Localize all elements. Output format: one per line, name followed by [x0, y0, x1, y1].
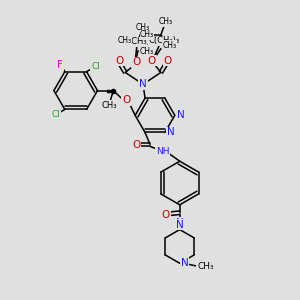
Text: CH₃: CH₃: [197, 262, 214, 271]
Text: N: N: [176, 220, 184, 230]
Text: C(CH₃)₃: C(CH₃)₃: [122, 37, 154, 46]
Text: O: O: [164, 56, 172, 65]
Text: N: N: [139, 79, 147, 89]
Text: O: O: [162, 210, 170, 220]
Text: O: O: [122, 95, 130, 105]
Text: CH₃: CH₃: [159, 17, 173, 26]
Text: O: O: [132, 58, 140, 68]
Text: N: N: [176, 218, 184, 228]
Text: CH₃: CH₃: [140, 30, 154, 39]
Text: O: O: [148, 56, 156, 65]
Text: C(CH₃)₃: C(CH₃)₃: [148, 36, 179, 45]
Text: N: N: [181, 258, 189, 268]
Text: CH₃: CH₃: [102, 101, 117, 110]
Text: F: F: [57, 60, 63, 70]
Text: O: O: [132, 140, 140, 150]
Text: N: N: [177, 110, 184, 120]
Text: CH₃: CH₃: [163, 41, 177, 50]
Text: Cl: Cl: [91, 62, 100, 71]
Text: O: O: [115, 56, 123, 65]
Text: NH: NH: [156, 147, 169, 156]
Text: Cl: Cl: [51, 110, 60, 119]
Text: N: N: [167, 128, 175, 137]
Text: CH₃: CH₃: [136, 23, 150, 32]
Text: CH₃: CH₃: [117, 36, 131, 45]
Text: CH₃: CH₃: [140, 47, 154, 56]
